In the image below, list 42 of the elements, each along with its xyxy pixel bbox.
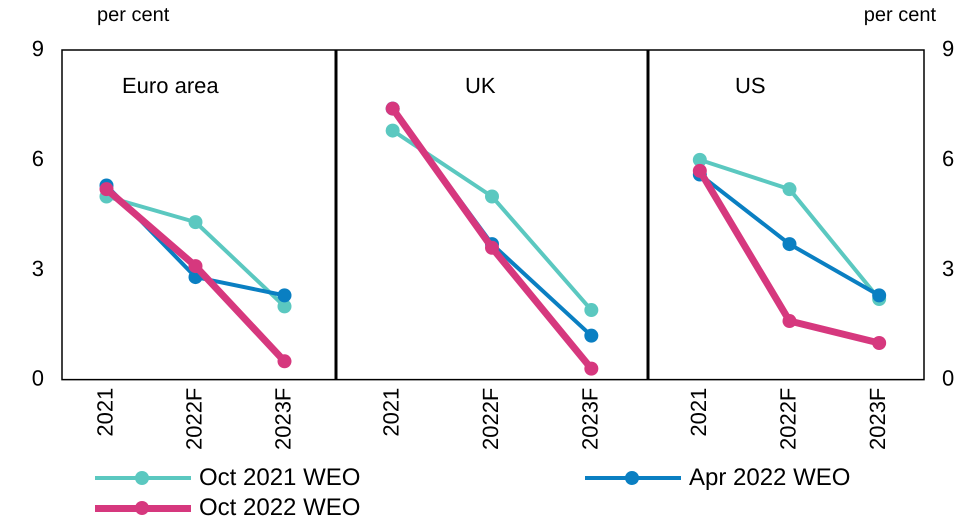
point xyxy=(485,190,499,204)
point xyxy=(692,164,707,178)
legend-label: Apr 2022 WEO xyxy=(689,464,850,492)
point xyxy=(278,288,292,302)
point xyxy=(782,237,796,252)
x-tick-label: 2021 xyxy=(686,388,711,437)
point xyxy=(872,288,886,302)
y-tick-label: 0 xyxy=(32,366,44,391)
point xyxy=(386,124,400,138)
text: UK xyxy=(465,73,496,98)
x-tick-label: 2023F xyxy=(270,388,296,450)
y-tick-label: 3 xyxy=(32,256,44,281)
point xyxy=(188,259,202,274)
y-tick-label: 6 xyxy=(942,146,954,171)
x-tick-label: 2021 xyxy=(378,388,404,437)
x-tick-label: 2022F xyxy=(776,388,801,450)
y-tick-label: 3 xyxy=(942,256,954,281)
y-axis-title: per cent xyxy=(97,4,170,27)
point xyxy=(100,182,114,196)
point xyxy=(278,354,292,368)
x-tick-label: 2023F xyxy=(865,388,890,450)
x-tick-label: 2022F xyxy=(478,388,504,450)
text: Euro area xyxy=(122,73,220,98)
point xyxy=(584,362,598,376)
point xyxy=(188,215,202,230)
point xyxy=(485,240,499,255)
text: US xyxy=(735,73,766,98)
y-tick-label: 9 xyxy=(942,36,954,62)
x-tick-label: 2023F xyxy=(577,388,602,450)
y-tick-label: 0 xyxy=(942,366,954,391)
x-tick-label: 2022F xyxy=(182,388,207,450)
point xyxy=(782,314,796,328)
point xyxy=(782,182,796,196)
legend-label: Oct 2022 WEO xyxy=(199,494,360,522)
y-axis-title: per cent xyxy=(864,4,936,27)
point xyxy=(584,303,598,318)
point xyxy=(584,328,598,343)
y-tick-label: 9 xyxy=(32,36,44,62)
x-tick-label: 2021 xyxy=(92,388,118,437)
y-tick-label: 6 xyxy=(32,146,44,171)
point xyxy=(872,336,886,350)
legend-label: Oct 2021 WEO xyxy=(199,464,360,492)
